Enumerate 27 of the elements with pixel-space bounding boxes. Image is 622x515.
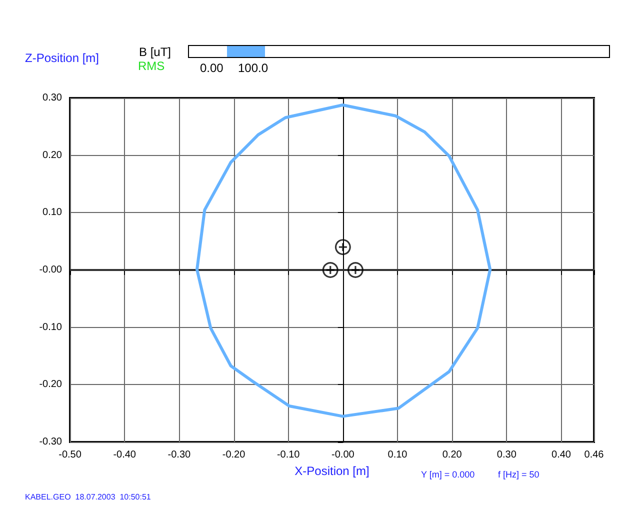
x-tick-label: 0.46	[584, 450, 604, 460]
y-tick-label: -0.30	[39, 436, 62, 448]
x-tick-label: -0.10	[276, 450, 300, 460]
color-bar-title: B [uT]	[139, 45, 172, 59]
x-tick-label: 0.10	[388, 450, 408, 460]
y-tick-label: 0.20	[42, 150, 62, 161]
x-tick-label: -0.00	[332, 450, 355, 460]
text: KABEL.GEO 18.07.2003 10:50:51	[25, 492, 152, 502]
y-tick-label: 0.30	[42, 92, 62, 104]
x-axis-title: X-Position [m]	[294, 464, 370, 478]
y-tick-label: -0.20	[39, 379, 62, 390]
text: 0.00	[200, 61, 224, 75]
x-tick-label: 0.20	[442, 450, 462, 460]
y-axis-title: Z-Position [m]	[25, 51, 100, 65]
text: Y [m] = 0.000	[421, 470, 475, 480]
x-tick-label: -0.20	[222, 450, 246, 460]
y-tick-label: -0.00	[39, 264, 62, 276]
x-tick-label: -0.30	[168, 450, 191, 460]
text: RMS	[138, 59, 165, 73]
x-tick-label: 0.40	[552, 450, 572, 460]
text: 100.0	[238, 61, 268, 75]
y-tick-label: -0.10	[39, 322, 62, 333]
text: f [Hz] = 50	[498, 470, 540, 480]
y-tick-label: 0.10	[42, 207, 62, 218]
x-tick-label: 0.30	[496, 450, 517, 460]
x-tick-label: -0.40	[113, 450, 136, 460]
x-tick-label: -0.50	[58, 450, 82, 460]
